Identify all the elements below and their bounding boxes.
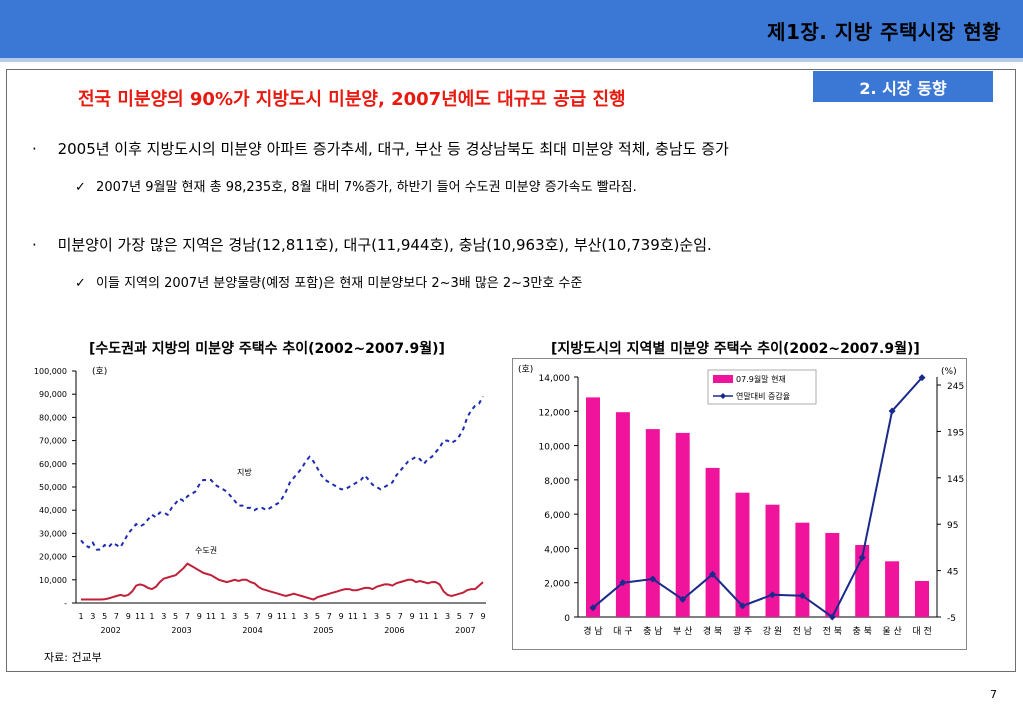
sub-bullet-2-text: 이들 지역의 2007년 분양물량(예정 포함)은 현재 미분양보다 2~3배 … — [96, 276, 583, 291]
bullet-1: · 2005년 이후 지방도시의 미분양 아파트 증가추세, 대구, 부산 등 … — [32, 138, 729, 159]
left-chart-title: [수도권과 지방의 미분양 주택수 추이(2002~2007.9월)] — [89, 341, 445, 357]
header-bar: 제1장. 지방 주택시장 현황 — [0, 0, 1023, 58]
slide-headline: 전국 미분양의 90%가 지방도시 미분양, 2007년에도 대규모 공급 진행 — [78, 89, 626, 110]
sub-bullet-1-text: 2007년 9월말 현재 총 98,235호, 8월 대비 7%증가, 하반기 … — [96, 180, 637, 195]
section-badge: 2. 시장 동향 — [813, 71, 993, 102]
check-icon: ✓ — [75, 276, 86, 291]
source-note: 자료: 건교부 — [44, 651, 102, 664]
bullet-dot: · — [32, 140, 37, 158]
page-title: 제1장. 지방 주택시장 현황 — [767, 20, 1001, 44]
content-frame — [6, 69, 1016, 672]
right-chart-frame — [512, 358, 967, 650]
bullet-1-text: 2005년 이후 지방도시의 미분양 아파트 증가추세, 대구, 부산 등 경상… — [57, 140, 729, 158]
bullet-dot: · — [32, 236, 37, 254]
check-icon: ✓ — [75, 180, 86, 195]
sub-bullet-2: ✓ 이들 지역의 2007년 분양물량(예정 포함)은 현재 미분양보다 2~3… — [75, 272, 582, 291]
bullet-2: · 미분양이 가장 많은 지역은 경남(12,811호), 대구(11,944호… — [32, 234, 712, 255]
header-divider — [0, 58, 1023, 62]
right-chart-title: [지방도시의 지역별 미분양 주택수 추이(2002~2007.9월)] — [551, 341, 920, 357]
bullet-2-text: 미분양이 가장 많은 지역은 경남(12,811호), 대구(11,944호),… — [57, 236, 712, 254]
page-number: 7 — [990, 688, 997, 701]
sub-bullet-1: ✓ 2007년 9월말 현재 총 98,235호, 8월 대비 7%증가, 하반… — [75, 176, 637, 195]
